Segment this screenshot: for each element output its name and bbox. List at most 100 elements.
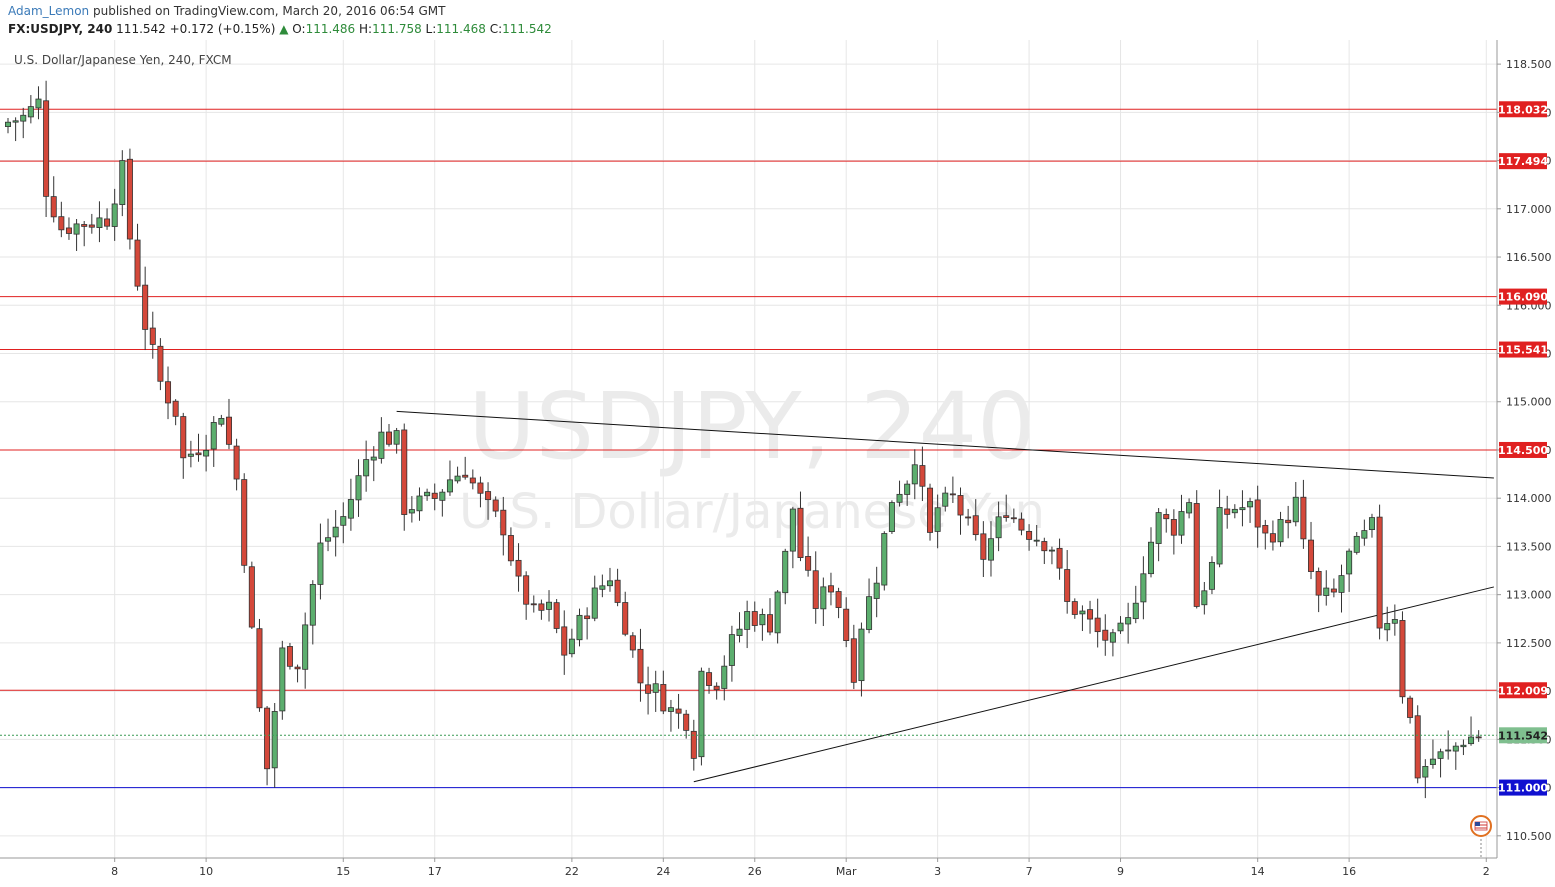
candle xyxy=(317,523,324,600)
candle-body-up xyxy=(1422,765,1429,778)
candle-body-down xyxy=(286,646,293,667)
author-link[interactable]: Adam_Lemon xyxy=(8,4,90,18)
change-value: +0.172 (+0.15%) xyxy=(169,22,276,36)
candle-body-down xyxy=(637,648,644,684)
candle-body-down xyxy=(805,556,812,571)
candle xyxy=(507,527,514,566)
candle-body-down xyxy=(1003,515,1010,518)
level-badge-label: 115.541 xyxy=(1498,344,1548,357)
time-tick-label: 15 xyxy=(336,865,350,878)
candle xyxy=(50,176,57,223)
trendline[interactable] xyxy=(693,586,1495,783)
price-tick-label: 117.000 xyxy=(1506,203,1552,216)
time-axis-ticks[interactable]: 8 10 15 17 22 24 26 Mar 3 7 9 14 16 2 xyxy=(111,858,1490,878)
candle xyxy=(1429,739,1436,769)
candle xyxy=(1224,495,1231,529)
candle xyxy=(1353,532,1360,555)
time-tick-label: 16 xyxy=(1342,865,1356,878)
candle xyxy=(1094,598,1101,648)
symbol-line: FX:USDJPY, 240 111.542 +0.172 (+0.15%) ▲… xyxy=(8,22,552,36)
candle xyxy=(1300,479,1307,549)
candle xyxy=(942,486,949,512)
level-badge-label: 116.090 xyxy=(1498,291,1548,304)
candle xyxy=(462,456,469,480)
trendline[interactable] xyxy=(396,410,1494,479)
candle-body-down xyxy=(949,493,956,496)
candle-body-down xyxy=(401,429,408,515)
candle-body-up xyxy=(73,223,80,235)
published-text: published on TradingView.com, March 20, … xyxy=(92,4,446,18)
time-tick-label: 24 xyxy=(656,865,670,878)
candle-body-down xyxy=(1308,539,1315,572)
candle xyxy=(1239,490,1246,527)
price-chart[interactable]: USDJPY, 240 U.S. Dollar/Japanese Yen U.S… xyxy=(0,40,1555,887)
open-value: 111.486 xyxy=(305,22,356,36)
candle xyxy=(850,624,857,690)
candle-body-down xyxy=(233,445,240,480)
price-tick-label: 115.000 xyxy=(1506,396,1552,409)
candle-body-down xyxy=(500,509,507,536)
candle-body-up xyxy=(591,587,598,619)
candle xyxy=(599,574,606,598)
candle-body-up xyxy=(759,614,766,626)
candle xyxy=(286,642,293,670)
close-label: C: xyxy=(489,22,503,36)
candle-body-down xyxy=(1254,499,1261,528)
candle xyxy=(149,311,156,359)
candle xyxy=(1323,570,1330,606)
candle-body-down xyxy=(972,515,979,536)
candle xyxy=(1262,519,1269,550)
candle-body-down xyxy=(553,602,560,629)
candle xyxy=(1338,564,1345,613)
candle xyxy=(683,709,690,739)
candle-body-up xyxy=(1338,575,1345,593)
candle xyxy=(363,440,370,492)
candle-body-up xyxy=(1353,535,1360,553)
time-tick-label: 9 xyxy=(1117,865,1124,878)
candle xyxy=(820,577,827,627)
candle-body-down xyxy=(1094,617,1101,633)
candle xyxy=(637,628,644,702)
candle-body-down xyxy=(157,345,164,382)
watermark: USDJPY, 240 U.S. Dollar/Japanese Yen xyxy=(459,373,1045,540)
candle xyxy=(591,575,598,622)
plot-area[interactable] xyxy=(0,40,1497,858)
candle xyxy=(911,449,918,500)
candle-body-down xyxy=(1300,496,1307,540)
candle xyxy=(104,208,111,230)
candle-body-down xyxy=(43,100,50,197)
candle-body-down xyxy=(675,708,682,714)
candle-body-down xyxy=(1010,517,1017,520)
candle xyxy=(332,510,339,557)
candle xyxy=(896,480,903,507)
candle xyxy=(980,521,987,578)
candle xyxy=(1003,494,1010,522)
candle xyxy=(454,466,461,484)
candle xyxy=(568,628,575,658)
trendlines xyxy=(396,410,1495,783)
candle-body-up xyxy=(378,431,385,459)
candle xyxy=(736,612,743,643)
candle xyxy=(302,612,309,689)
candle xyxy=(622,591,629,637)
candle xyxy=(1163,508,1170,533)
candle-body-up xyxy=(881,533,888,586)
time-tick-label: 3 xyxy=(934,865,941,878)
candle xyxy=(1208,556,1215,595)
candle xyxy=(96,201,103,243)
candle-body-down xyxy=(1224,508,1231,515)
candle-body-up xyxy=(1125,617,1132,625)
candle xyxy=(584,607,591,640)
candle xyxy=(35,86,42,120)
candle xyxy=(1186,498,1193,519)
candle xyxy=(218,414,225,427)
us-flag-event-icon[interactable] xyxy=(1470,815,1492,858)
candle-body-up xyxy=(987,538,994,561)
level-badge xyxy=(1499,682,1547,699)
candle xyxy=(987,521,994,577)
candle xyxy=(355,459,362,517)
candle-body-down xyxy=(957,495,964,516)
candle-body-up xyxy=(576,614,583,641)
candle-body-up xyxy=(820,586,827,610)
candle-body-down xyxy=(477,482,484,494)
